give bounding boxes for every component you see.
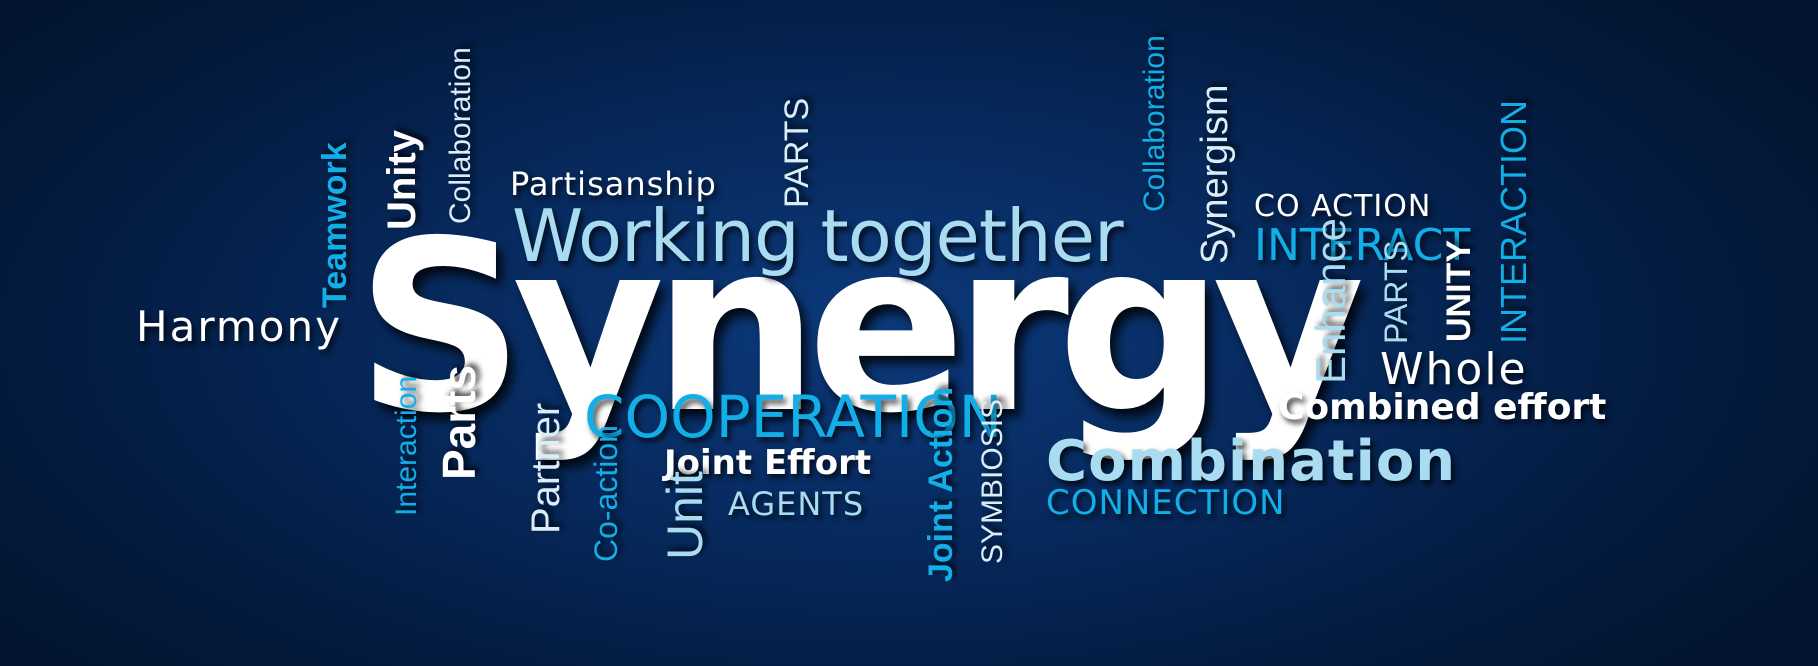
word-symbiosis: SYMBIOSIS [976,398,1009,564]
word-co-action: Co-action [588,425,624,562]
word-interaction-caps: INTERACTION [1493,99,1534,344]
word-whole: Whole [1380,344,1528,395]
word-agents: AGENTS [728,485,865,523]
word-parts-right: PARTS [1378,240,1414,344]
word-collaboration-right: Collaboration [1138,35,1171,212]
word-connection: CONNECTION [1046,483,1286,523]
word-partner: Partner [524,402,568,534]
word-unity: Unity [380,130,424,230]
word-combined-effort: Combined effort [1278,387,1607,428]
word-unit: Unit [657,471,713,560]
word-collaboration-left: Collaboration [444,47,477,224]
word-co-action-caps: CO ACTION [1254,189,1432,224]
word-synergy: Synergy [356,190,1365,465]
word-harmony: Harmony [136,302,342,351]
word-joint-action: Joint Action [922,386,960,582]
word-interact: INTERACT [1254,220,1471,271]
word-working-together: Working together [512,194,1124,278]
word-joint-effort: Joint Effort [664,443,872,483]
word-teamwork: Teamwork [316,142,354,308]
word-partisanship: Partisanship [510,165,717,203]
word-synergism: Synergism [1194,84,1236,265]
word-enhance: Enhance [1307,218,1354,384]
word-parts-top: PARTS [778,97,816,208]
word-parts-left: Parts [433,364,485,480]
word-cooperation: COOPERATION [584,383,1003,451]
word-unity-caps: UNITY [1440,240,1478,342]
word-interaction-left: Interaction [390,375,423,516]
word-combination: Combination [1046,429,1457,494]
